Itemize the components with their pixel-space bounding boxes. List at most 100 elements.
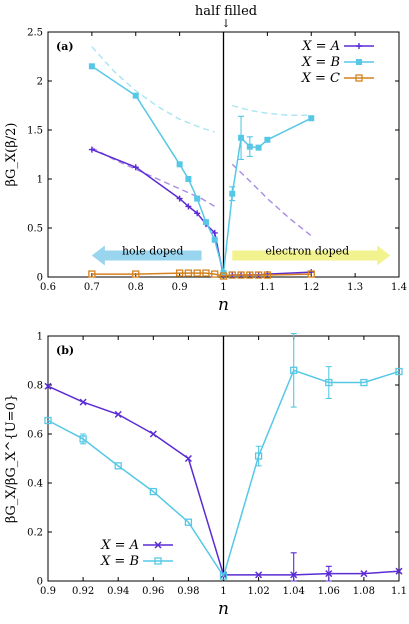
p1-panel-label: (b) (56, 344, 74, 357)
p0-y-tick-label: 1.5 (27, 126, 43, 137)
p0-data-point-s0 (88, 146, 95, 153)
p0-data-point-s2 (175, 269, 184, 277)
p1-error-bar (255, 445, 262, 467)
p1-data-point-s0 (114, 410, 122, 418)
p1-x-tick-label: 1.04 (283, 586, 305, 597)
panel-b: 0.9 0.92 0.94 0.96 0.98 1 1.02 1.04 1.06 1.08 1.1 0… (4, 332, 407, 620)
p1-x-tick-label: 0.98 (177, 586, 199, 597)
p1-y-tick-label: 0.4 (27, 479, 43, 490)
p0-legend-label-2: X = C (301, 71, 340, 86)
p0-data-point-s0 (185, 203, 192, 210)
p1-legend-label-1: X = B (100, 554, 139, 569)
p0-data-point-s2 (193, 269, 201, 277)
p0-error-bar (238, 115, 245, 160)
p1-y-tick-label: 0.8 (27, 381, 43, 392)
p0-legend-swatch-marker (356, 59, 362, 65)
p0-error-bar (246, 136, 253, 158)
p0-data-point-s2 (307, 270, 315, 278)
p1-data-point-s1 (395, 367, 403, 376)
p1-series-line-1 (47, 369, 400, 578)
p1-x-tick-label: 1 (220, 586, 226, 597)
p1-y-tick-label: 1 (37, 332, 43, 343)
p0-fit-curve (91, 46, 215, 133)
p1-x-tick-label: 1.1 (391, 586, 407, 597)
p1-x-tick-label: 1.08 (353, 586, 375, 597)
p1-x-tick-label: 0.94 (107, 586, 129, 597)
p0-data-point-s2 (246, 271, 254, 279)
p0-data-point-s0 (176, 195, 183, 202)
p0-data-point-s0 (211, 229, 218, 236)
p0-series-line-1 (91, 65, 312, 274)
p0-data-point-s2 (184, 269, 193, 277)
p0-data-point-s1 (255, 144, 262, 151)
p0-x-tick-label: 1.3 (347, 282, 363, 293)
p0-y-tick-label: 1 (37, 175, 43, 186)
p0-x-tick-label: 0.9 (172, 282, 188, 293)
p1-x-axis-label: n (218, 599, 229, 619)
p0-data-point-s0 (132, 164, 139, 171)
p0-data-point-s1 (194, 195, 201, 202)
p0-x-tick-label: 1.4 (391, 282, 407, 293)
p1-x-tick-label: 1.02 (247, 586, 269, 597)
p0-data-point-s2 (228, 271, 236, 279)
p1-error-bar (290, 333, 297, 408)
p0-legend-label-0: X = A (301, 39, 340, 54)
panel-a: 0.6 0.7 0.8 0.9 1 1.1 1.2 1.3 1.4 0 0.5 1 1.5 2 2.5 n βG… (4, 28, 407, 316)
p0-arrow-label-right: electron doped (265, 244, 349, 257)
p1-error-bar (290, 552, 297, 582)
p0-y-tick-label: 0.5 (27, 224, 43, 235)
p0-arrow-left (91, 245, 202, 266)
p0-error-bar (229, 186, 236, 202)
p1-data-point-s0 (184, 454, 192, 463)
p0-data-point-s2 (132, 270, 140, 278)
p0-data-point-s2 (263, 271, 272, 279)
p1-legend-swatch-marker (154, 541, 162, 549)
p1-y-axis-label: βG_X/βG_X^{U=0} (4, 394, 19, 523)
p1-x-tick-label: 0.92 (72, 586, 94, 597)
p1-data-point-s1 (184, 518, 193, 526)
p0-arrow-right (232, 245, 391, 266)
p0-x-tick-label: 0.6 (40, 282, 56, 293)
half-filled-label: half filled (195, 4, 257, 19)
p0-data-point-s2 (88, 270, 96, 278)
p0-data-point-s1 (211, 236, 218, 243)
p1-error-bar (325, 366, 332, 400)
p1-y-tick-label: 0.6 (27, 430, 43, 441)
p1-data-point-s1 (114, 462, 122, 470)
p1-data-point-s1 (149, 487, 157, 496)
p1-data-point-s0 (255, 571, 263, 579)
p0-arrow-label-left: hole doped (122, 244, 184, 257)
p1-data-point-s0 (395, 567, 403, 575)
p0-x-tick-label: 1.2 (303, 282, 319, 293)
half-filled-arrow: ↓ (221, 17, 230, 30)
p1-data-point-s0 (149, 430, 157, 438)
p1-x-tick-label: 1.06 (318, 586, 340, 597)
p1-y-tick-label: 0 (37, 577, 43, 588)
p1-data-point-s1 (360, 378, 368, 387)
p0-x-axis-label: n (218, 295, 229, 315)
p0-panel-label: (a) (56, 40, 74, 53)
p0-legend-swatch-marker (356, 43, 362, 49)
p0-series-line-2 (91, 272, 312, 277)
p0-data-point-s1 (202, 219, 209, 226)
p0-y-tick-label: 2 (37, 77, 43, 88)
p0-data-point-s1 (308, 115, 315, 122)
p0-data-point-s1 (264, 136, 271, 143)
p1-error-bar (80, 433, 87, 445)
p1-legend-label-0: X = A (100, 538, 139, 553)
p0-fit-curve (232, 104, 312, 116)
p1-data-point-s1 (44, 416, 52, 425)
p0-data-point-s1 (185, 176, 192, 182)
p1-y-tick-label: 0.2 (27, 528, 43, 539)
p1-legend-swatch-marker (154, 557, 162, 565)
p0-legend-swatch-marker (355, 74, 363, 82)
p0-data-point-s1 (132, 92, 139, 99)
p0-y-axis-label: βG_X(β/2) (4, 123, 19, 187)
p1-data-point-s0 (79, 398, 87, 406)
p0-data-point-s1 (176, 161, 183, 168)
p1-data-point-s0 (44, 382, 52, 390)
p0-data-point-s0 (194, 210, 201, 217)
p0-x-tick-label: 1 (220, 282, 226, 293)
